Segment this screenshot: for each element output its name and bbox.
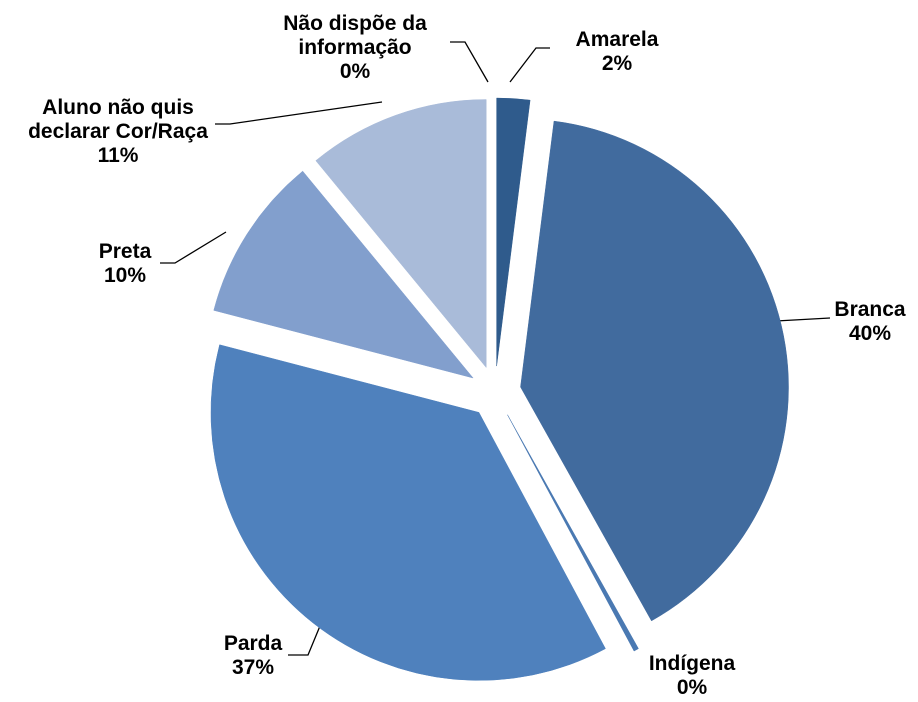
slice-label: Aluno não quis declarar Cor/Raça [28,96,208,143]
leader-line [775,317,831,322]
leader-line [288,625,321,656]
pie-slice [213,170,474,379]
slice-value-label: 37% [231,656,275,679]
slice-label: Indígena [648,652,736,675]
slice-label: Branca [834,298,906,321]
slice-value-label: 0% [339,60,371,83]
pie-slice [520,120,789,622]
slice-value-label: 40% [848,322,892,345]
slice-value-label: 2% [601,52,633,75]
slice-label: Não dispõe da informação [283,12,427,59]
slice-value-label: 11% [97,144,139,167]
leader-line [160,231,227,264]
leader-line [215,101,383,125]
slice-value-label: 10% [103,264,147,287]
pie-slice [210,344,606,681]
pie-slice [315,99,487,369]
slice-label: Amarela [575,28,659,51]
pie-slice [507,414,639,652]
pie-slice [496,97,531,367]
slice-label: Preta [98,240,152,263]
leader-line [450,41,489,83]
slice-value-label: 0% [676,676,708,699]
slice-label: Parda [223,632,283,655]
leader-line [509,47,550,83]
